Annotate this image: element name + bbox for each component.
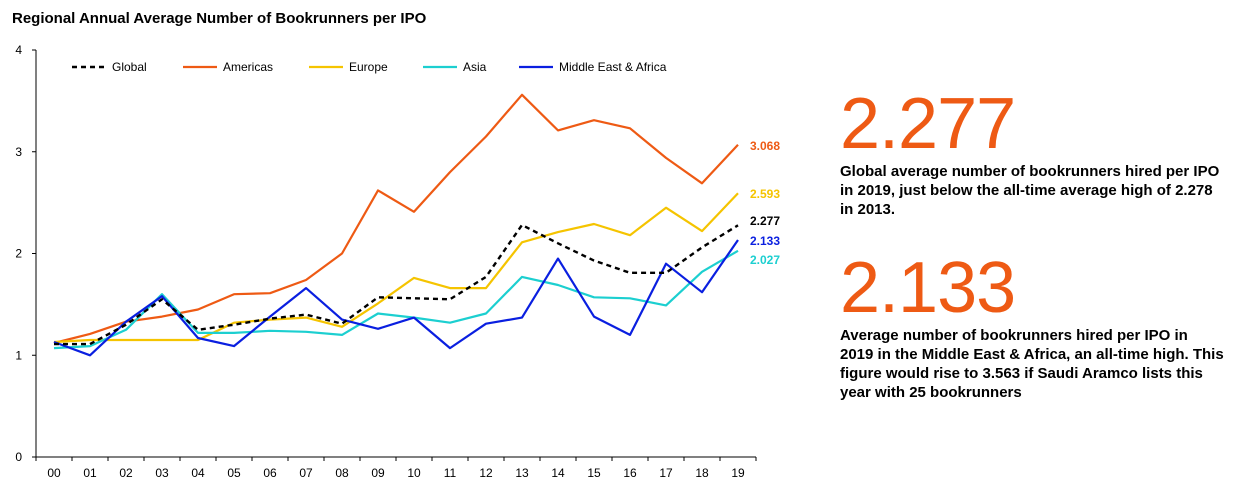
x-tick-label: 11 [444, 466, 457, 480]
x-tick-label: 06 [263, 466, 277, 480]
stat-global: 2.277 Global average number of bookrunne… [840, 88, 1225, 219]
y-tick-label: 0 [15, 450, 22, 464]
end-label: 2.277 [750, 214, 780, 228]
x-tick-label: 17 [659, 466, 673, 480]
stat-global-value: 2.277 [840, 84, 1016, 164]
chart-title: Regional Annual Average Number of Bookru… [12, 10, 427, 27]
legend-label: Asia [463, 60, 487, 74]
x-tick-label: 02 [119, 466, 133, 480]
end-label: 2.133 [750, 234, 780, 248]
x-tick-label: 04 [191, 466, 205, 480]
x-tick-label: 05 [227, 466, 241, 480]
legend-label: Europe [349, 60, 388, 74]
stat-mea-description: Average number of bookrunners hired per … [840, 327, 1224, 401]
series-line-asia [53, 249, 739, 350]
x-tick-label: 19 [731, 466, 745, 480]
x-tick-label: 10 [407, 466, 421, 480]
x-tick-label: 16 [623, 466, 637, 480]
legend-label: Global [112, 60, 147, 74]
chart-legend: Global Americas Europe Asia Middle East & Af… [72, 60, 667, 74]
y-tick-label: 2 [15, 247, 22, 261]
x-tick-label: 12 [479, 466, 493, 480]
x-tick-label: 08 [335, 466, 349, 480]
x-tick-label: 14 [551, 466, 565, 480]
x-tick-label: 18 [695, 466, 709, 480]
series-line-global [54, 223, 739, 346]
y-tick-label: 3 [15, 145, 22, 159]
end-labels: 2.277 3.068 2.593 2.027 2.133 [750, 139, 780, 267]
series-line-europe [53, 192, 739, 344]
x-tick-label: 13 [515, 466, 529, 480]
x-tick-label: 07 [299, 466, 313, 480]
end-label: 3.068 [750, 139, 780, 153]
x-tick-label: 01 [83, 466, 97, 480]
x-tick-label: 03 [155, 466, 169, 480]
y-tick-label: 4 [15, 43, 22, 57]
x-tick-label: 00 [47, 466, 61, 480]
end-label: 2.027 [750, 253, 780, 267]
x-tick-label: 09 [371, 466, 385, 480]
x-tick-label: 15 [587, 466, 601, 480]
chart-series [53, 93, 739, 357]
legend-label: Americas [223, 60, 273, 74]
series-line-americas [53, 93, 739, 345]
y-tick-label: 1 [15, 348, 22, 362]
end-label: 2.593 [750, 187, 780, 201]
stat-mea-value: 2.133 [840, 248, 1016, 328]
stat-global-description: Global average number of bookrunners hir… [840, 163, 1220, 218]
legend-label: Middle East & Africa [559, 60, 667, 74]
series-line-middle-east-africa [53, 239, 739, 357]
stat-mea: 2.133 Average number of bookrunners hire… [840, 252, 1225, 402]
